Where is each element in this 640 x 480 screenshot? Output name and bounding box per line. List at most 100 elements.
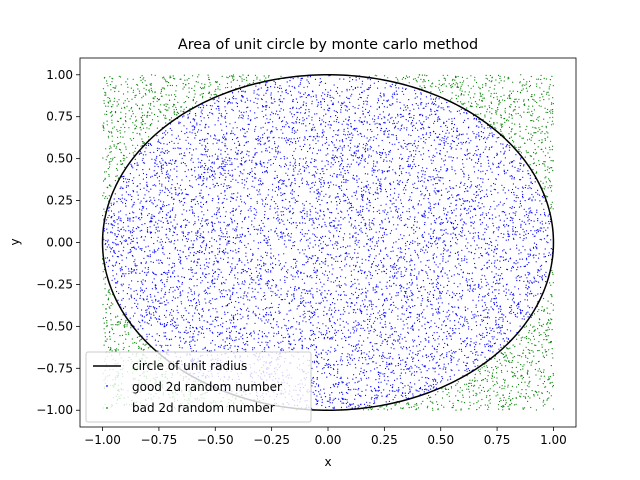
good-point	[441, 229, 443, 231]
good-point	[306, 139, 309, 141]
good-point	[403, 235, 405, 237]
bad-point	[119, 322, 121, 324]
good-point	[436, 242, 439, 244]
good-point	[224, 179, 226, 181]
bad-point	[362, 409, 365, 411]
good-point	[416, 253, 418, 255]
bad-point	[163, 78, 165, 80]
good-point	[195, 326, 197, 329]
good-point	[465, 279, 467, 281]
good-point	[372, 361, 374, 363]
good-point	[305, 96, 307, 99]
good-point	[464, 154, 466, 156]
good-point	[153, 197, 155, 199]
good-point	[472, 216, 474, 218]
good-point	[286, 157, 288, 159]
bad-point	[121, 163, 123, 166]
good-point	[191, 293, 193, 296]
good-point	[128, 237, 131, 239]
bad-point	[539, 324, 541, 326]
bad-point	[217, 86, 219, 88]
good-point	[272, 121, 274, 123]
good-point	[379, 331, 382, 333]
good-point	[212, 269, 214, 271]
bad-point	[104, 177, 106, 179]
good-point	[244, 264, 246, 266]
good-point	[300, 78, 302, 80]
good-point	[128, 284, 130, 286]
good-point	[382, 303, 384, 305]
good-point	[344, 217, 346, 219]
good-point	[254, 117, 256, 119]
good-point	[228, 342, 231, 345]
good-point	[324, 396, 327, 398]
good-point	[462, 230, 464, 232]
bad-point	[492, 385, 494, 387]
good-point	[312, 296, 314, 298]
good-point	[443, 320, 445, 322]
bad-point	[546, 93, 548, 95]
good-point	[512, 212, 514, 214]
good-point	[381, 395, 383, 397]
good-point	[371, 222, 373, 224]
good-point	[527, 305, 529, 307]
good-point	[325, 260, 327, 262]
good-point	[358, 340, 360, 342]
bad-point	[451, 92, 453, 94]
good-point	[429, 132, 431, 134]
good-point	[474, 365, 476, 367]
good-point	[309, 276, 311, 278]
good-point	[451, 212, 454, 214]
good-point	[318, 331, 320, 333]
good-point	[190, 159, 192, 161]
good-point	[329, 127, 331, 129]
good-point	[313, 362, 315, 364]
good-point	[130, 294, 132, 296]
good-point	[192, 326, 194, 328]
good-point	[404, 106, 406, 108]
good-point	[278, 218, 280, 220]
good-point	[363, 219, 365, 221]
good-point	[245, 255, 247, 257]
bad-point	[105, 325, 107, 327]
good-point	[234, 158, 236, 160]
good-point	[185, 256, 187, 258]
bad-point	[142, 127, 145, 129]
good-point	[322, 349, 324, 351]
good-point	[310, 128, 313, 130]
good-point	[351, 93, 353, 95]
good-point	[417, 287, 419, 289]
good-point	[388, 393, 390, 395]
bad-point	[401, 78, 403, 80]
good-point	[218, 235, 220, 237]
bad-point	[471, 102, 473, 104]
good-point	[136, 164, 138, 166]
good-point	[494, 265, 496, 267]
good-point	[241, 234, 244, 236]
bad-point	[504, 356, 506, 358]
good-point	[276, 205, 279, 207]
good-point	[168, 271, 170, 273]
bad-point	[241, 80, 243, 82]
good-point	[198, 312, 200, 314]
bad-point	[476, 380, 478, 382]
good-point	[376, 161, 378, 163]
good-point	[150, 317, 152, 319]
good-point	[232, 237, 234, 239]
good-point	[293, 347, 295, 349]
good-point	[481, 320, 483, 322]
bad-point	[108, 195, 110, 197]
good-point	[119, 240, 121, 243]
good-point	[505, 252, 507, 254]
good-point	[428, 385, 430, 387]
good-point	[499, 344, 501, 346]
good-point	[373, 354, 375, 356]
good-point	[515, 315, 517, 317]
good-point	[169, 210, 171, 212]
good-point	[297, 195, 299, 197]
good-point	[264, 308, 267, 310]
good-point	[122, 250, 124, 252]
good-point	[156, 149, 159, 152]
good-point	[126, 293, 128, 295]
good-point	[412, 341, 415, 343]
